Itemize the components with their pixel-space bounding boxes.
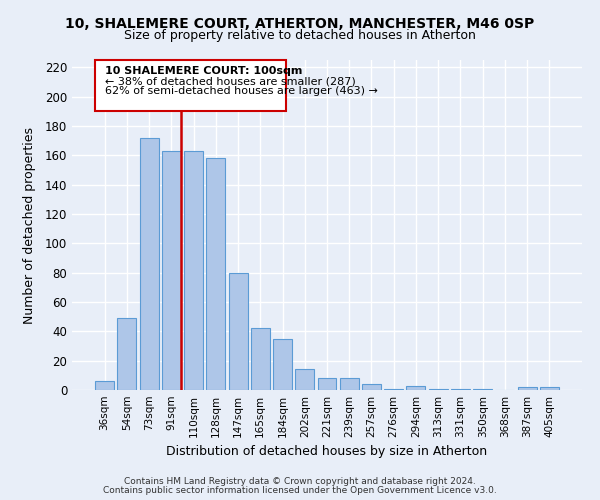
Bar	[340, 378, 359, 390]
Text: 10, SHALEMERE COURT, ATHERTON, MANCHESTER, M46 0SP: 10, SHALEMERE COURT, ATHERTON, MANCHESTE…	[65, 18, 535, 32]
Bar	[362, 384, 381, 390]
Bar	[140, 138, 158, 390]
Bar	[540, 387, 559, 390]
Bar	[317, 378, 337, 390]
Bar	[518, 387, 536, 390]
Bar	[384, 388, 403, 390]
Text: Contains public sector information licensed under the Open Government Licence v3: Contains public sector information licen…	[103, 486, 497, 495]
Text: ← 38% of detached houses are smaller (287): ← 38% of detached houses are smaller (28…	[104, 76, 355, 86]
Bar	[429, 388, 448, 390]
Bar	[451, 388, 470, 390]
Bar	[162, 151, 181, 390]
Bar	[95, 381, 114, 390]
Bar	[118, 318, 136, 390]
Text: 62% of semi-detached houses are larger (463) →: 62% of semi-detached houses are larger (…	[104, 86, 377, 97]
Bar	[251, 328, 270, 390]
Text: Contains HM Land Registry data © Crown copyright and database right 2024.: Contains HM Land Registry data © Crown c…	[124, 477, 476, 486]
Bar	[184, 151, 203, 390]
Text: 10 SHALEMERE COURT: 100sqm: 10 SHALEMERE COURT: 100sqm	[104, 66, 302, 76]
Bar	[473, 388, 492, 390]
X-axis label: Distribution of detached houses by size in Atherton: Distribution of detached houses by size …	[166, 446, 488, 458]
Bar	[295, 370, 314, 390]
Bar	[229, 272, 248, 390]
Bar	[206, 158, 225, 390]
Bar	[406, 386, 425, 390]
Y-axis label: Number of detached properties: Number of detached properties	[23, 126, 37, 324]
Bar	[273, 338, 292, 390]
Text: Size of property relative to detached houses in Atherton: Size of property relative to detached ho…	[124, 28, 476, 42]
FancyBboxPatch shape	[95, 60, 286, 112]
